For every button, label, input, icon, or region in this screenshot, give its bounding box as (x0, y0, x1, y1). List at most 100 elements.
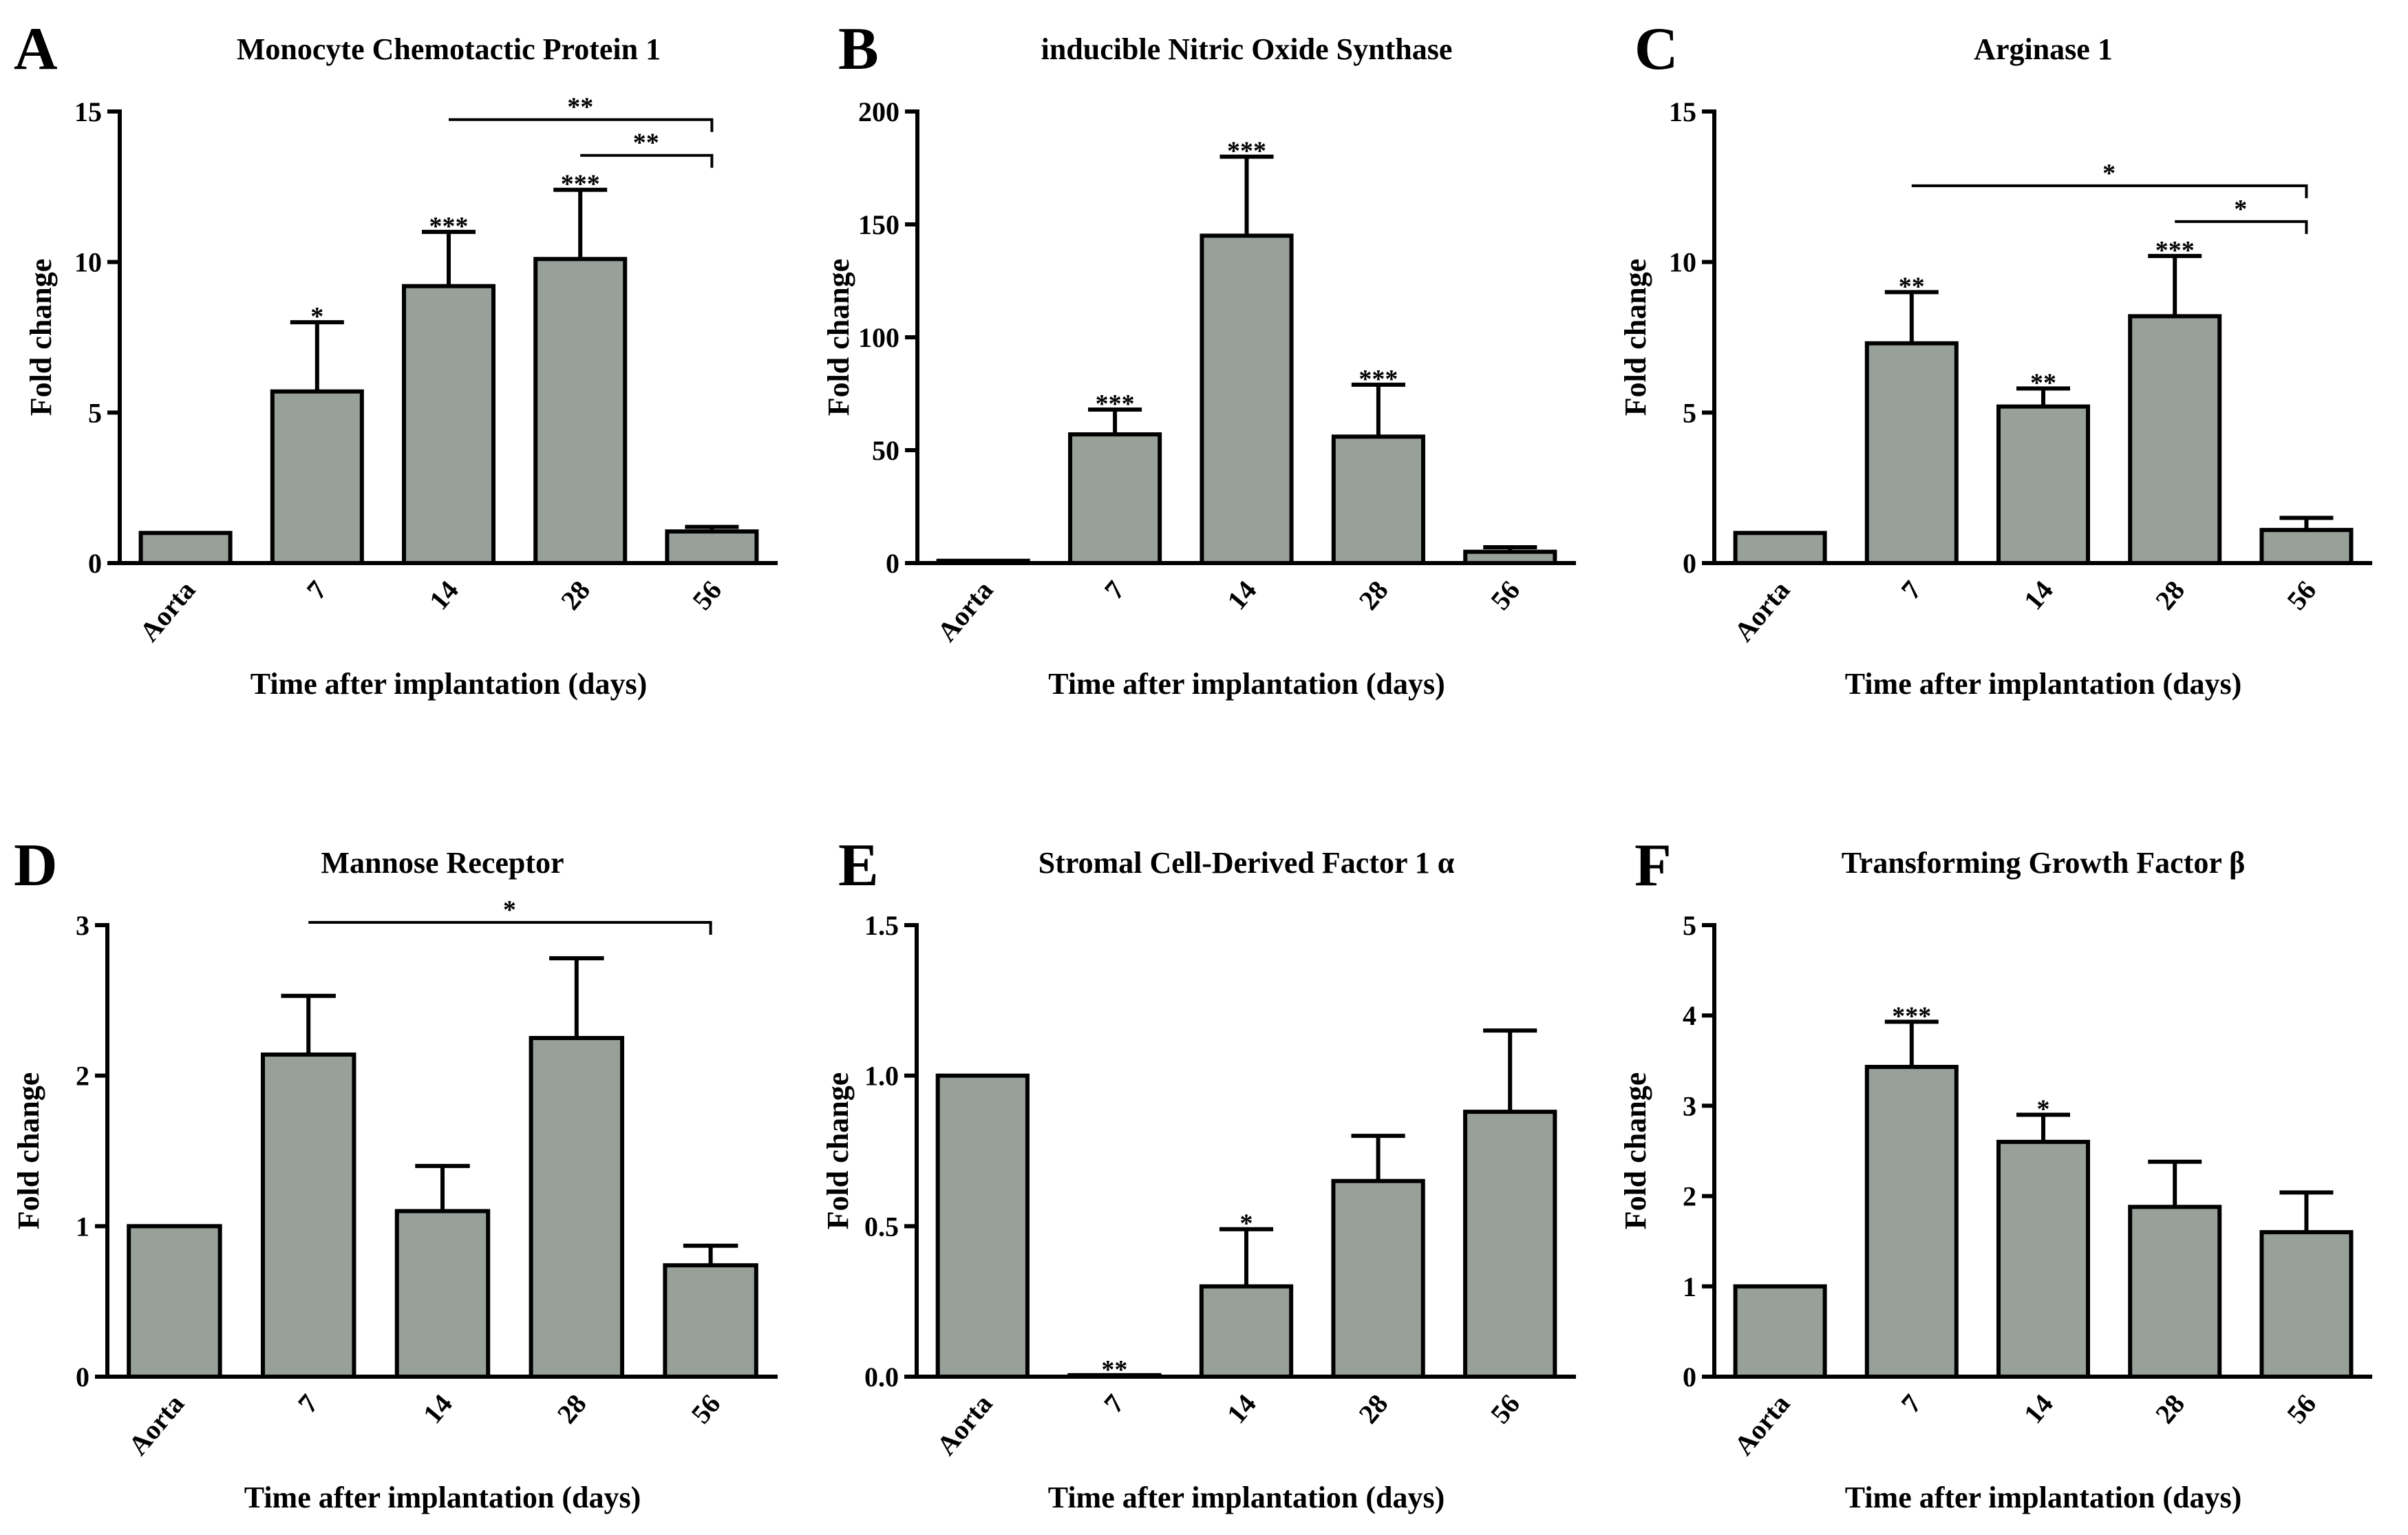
x-tick-label: 28 (2149, 1388, 2191, 1430)
y-tick-label: 10 (74, 247, 102, 278)
bar-56 (2259, 527, 2354, 565)
x-axis-label: Time after implantation (days) (244, 1481, 641, 1514)
y-tick-label: 150 (858, 209, 899, 240)
significance-bracket (308, 921, 712, 935)
y-tick-label: 5 (88, 397, 102, 428)
x-tick-label: Aorta (122, 1388, 191, 1461)
y-tick-label: 10 (1669, 247, 1696, 278)
bar-56 (663, 1263, 758, 1379)
bar-7 (1068, 432, 1162, 565)
x-tick-label: 56 (2281, 1388, 2322, 1430)
y-tick-label: 3 (1683, 1090, 1696, 1121)
x-tick-label: 14 (2018, 575, 2059, 616)
significance-label: *** (1359, 365, 1398, 394)
bar-aorta (127, 1224, 222, 1379)
significance-label: * (1240, 1209, 1253, 1238)
y-axis-label: Fold change (822, 259, 855, 416)
significance-bracket (449, 118, 714, 132)
panel-letter: C (1634, 16, 1679, 83)
y-tick-label: 0 (88, 548, 102, 579)
y-tick-label: 50 (872, 435, 899, 466)
bar-56 (1463, 1110, 1557, 1379)
x-axis-label: Time after implantation (days) (1048, 667, 1445, 701)
y-tick-label: 15 (1669, 96, 1696, 127)
chart-title: Stromal Cell-Derived Factor 1 α (1038, 846, 1455, 880)
bar-28 (1331, 1178, 1425, 1379)
y-axis-label: Fold change (1619, 259, 1652, 416)
bar-14 (1200, 233, 1294, 565)
y-tick-label: 0.0 (864, 1362, 899, 1393)
y-tick-label: 1 (76, 1211, 89, 1242)
x-tick-label: 56 (685, 1388, 726, 1430)
y-tick-label: 0 (886, 548, 899, 579)
x-axis-label: Time after implantation (days) (1048, 1481, 1445, 1514)
x-tick-label: Aorta (134, 575, 202, 648)
panel-letter: B (838, 16, 879, 83)
x-tick-label: 14 (417, 1388, 458, 1430)
x-axis-label: Time after implantation (days) (1845, 1481, 2241, 1514)
bar-14 (1996, 1139, 2091, 1379)
y-tick-label: 200 (858, 96, 899, 127)
x-tick-label: 28 (1353, 575, 1394, 616)
chart-title: Transforming Growth Factor β (1842, 846, 2246, 880)
x-tick-label: 7 (1098, 1388, 1130, 1419)
x-tick-label: Aorta (1728, 1388, 1796, 1461)
bar-7 (260, 1052, 356, 1379)
y-axis-label: Fold change (12, 1072, 45, 1230)
bar-56 (2259, 1230, 2354, 1379)
chart-title: Mannose Receptor (321, 846, 564, 880)
x-tick-label: 28 (555, 575, 596, 616)
y-tick-label: 0 (1683, 1362, 1696, 1393)
chart-panel-e: E Stromal Cell-Derived Factor 1 α Fold cha… (821, 832, 1576, 1514)
x-tick-label: 56 (1484, 1388, 1526, 1430)
chart-panel-a: A Monocyte Chemotactic Protein 1 Fold chan… (14, 16, 778, 701)
significance-label: ** (1899, 272, 1925, 301)
x-axis-label: Time after implantation (days) (251, 667, 647, 701)
y-axis-label: Fold change (821, 1072, 855, 1230)
x-tick-label: 28 (2149, 575, 2191, 616)
bar-28 (529, 1036, 625, 1379)
bar-aorta (935, 1073, 1030, 1379)
y-tick-label: 5 (1683, 397, 1696, 428)
x-tick-label: 14 (423, 575, 465, 616)
y-tick-label: 0 (76, 1362, 89, 1393)
bar-7 (1864, 341, 1959, 565)
bracket-label: * (503, 896, 516, 924)
y-tick-label: 15 (74, 96, 102, 127)
y-axis-label: Fold change (24, 259, 58, 416)
panel-letter: D (14, 832, 58, 899)
y-tick-label: 1.0 (864, 1061, 899, 1092)
x-tick-label: 14 (1221, 1388, 1262, 1430)
bar-14 (401, 284, 496, 565)
y-tick-label: 3 (76, 910, 89, 941)
y-tick-label: 100 (858, 322, 899, 353)
bracket-label: ** (633, 129, 659, 158)
significance-label: *** (1227, 137, 1266, 166)
bracket-label: ** (567, 93, 593, 122)
bar-aorta (1733, 531, 1827, 565)
y-axis-label: Fold change (1619, 1072, 1652, 1230)
x-tick-label: 7 (1098, 575, 1131, 605)
x-tick-label: 28 (1352, 1388, 1394, 1430)
x-tick-label: Aorta (1728, 575, 1796, 648)
significance-label: *** (2155, 236, 2195, 265)
x-tick-label: 14 (2018, 1388, 2059, 1430)
y-tick-label: 2 (76, 1061, 89, 1092)
chart-title: inducible Nitric Oxide Synthase (1041, 32, 1453, 66)
bracket-label: * (2102, 159, 2116, 188)
x-tick-label: 56 (1484, 575, 1526, 616)
x-axis-label: Time after implantation (days) (1845, 667, 2241, 701)
y-tick-label: 1.5 (864, 910, 899, 941)
significance-bracket (580, 154, 714, 168)
x-tick-label: 56 (686, 575, 727, 616)
panel-letter: F (1634, 832, 1672, 899)
significance-label: ** (2030, 368, 2056, 397)
bar-7 (270, 389, 364, 565)
bar-28 (2128, 1205, 2222, 1379)
significance-bracket (1911, 184, 2308, 198)
x-tick-label: 7 (1895, 1388, 1927, 1419)
bar-7 (1864, 1064, 1959, 1379)
bar-56 (665, 529, 759, 566)
